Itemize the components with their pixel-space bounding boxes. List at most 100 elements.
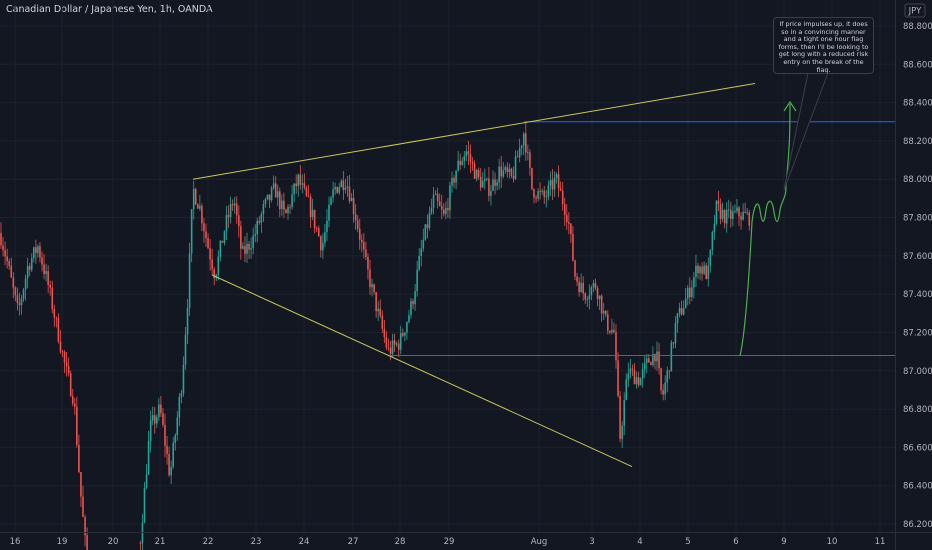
candle-body <box>158 404 160 417</box>
time-tick-label: 22 <box>203 537 214 547</box>
candle-body <box>637 377 640 386</box>
candle-body <box>209 248 211 260</box>
annotation-callout[interactable]: If price impulses up, it does so in a co… <box>773 17 874 74</box>
candle-body <box>527 152 529 154</box>
candle-body <box>494 179 496 186</box>
candle-body <box>545 196 548 198</box>
candle-body <box>71 396 74 404</box>
candle-body <box>320 236 322 251</box>
candle-body <box>356 220 359 229</box>
candle-body <box>37 246 39 254</box>
candle-body <box>141 522 144 544</box>
candle-body <box>373 284 375 293</box>
projection-line[interactable] <box>739 103 791 357</box>
candle-body <box>574 260 576 277</box>
candle-body <box>514 156 517 179</box>
candle-body <box>256 220 259 235</box>
candle-body <box>732 211 734 219</box>
candle-body <box>402 333 404 336</box>
candle-body <box>406 322 408 333</box>
candle-body <box>727 209 730 211</box>
candle-body <box>305 187 308 196</box>
time-axis[interactable]: 16 19 20 21 22 23 24 27 28 29 Aug 3 4 5 6 9 10 11 <box>0 532 932 548</box>
candle-body <box>205 231 207 239</box>
candle-body <box>143 487 146 523</box>
candle-body <box>533 189 535 198</box>
candle-body <box>22 289 25 299</box>
candle-body <box>432 194 435 208</box>
candle-body <box>691 287 693 298</box>
candle-body <box>387 347 390 349</box>
candle-body <box>492 179 494 191</box>
candle-body <box>139 543 142 544</box>
time-tick-label: 20 <box>108 537 119 547</box>
candle-body <box>352 198 355 214</box>
candle-body <box>635 377 638 385</box>
candle-body <box>264 198 267 205</box>
candle-body <box>61 351 64 353</box>
candle-body <box>332 189 334 198</box>
candle-body <box>67 366 70 374</box>
candle-body <box>164 424 166 446</box>
candle-body <box>260 214 263 223</box>
candle-body <box>473 163 476 179</box>
candle-body <box>504 167 507 171</box>
candle-body <box>76 406 78 445</box>
candle-body <box>535 197 537 199</box>
candle-body <box>330 197 332 205</box>
candle-body <box>41 257 43 265</box>
candle-body <box>240 226 242 249</box>
candle-body <box>57 318 60 342</box>
candle-body <box>147 441 150 475</box>
candle-body <box>33 247 35 259</box>
candle-body <box>516 156 519 158</box>
candle-body <box>592 283 595 288</box>
candle-body <box>621 425 623 439</box>
candle-body <box>176 417 179 436</box>
candle-body <box>695 265 697 277</box>
time-tick-label: 28 <box>395 537 406 547</box>
chart-title: Canadian Dollar / Japanese Yen, 1h, OAND… <box>6 4 213 15</box>
candle-body <box>178 397 181 418</box>
time-tick-label: Aug <box>531 537 548 547</box>
candle-body <box>26 266 29 279</box>
candle-body <box>475 170 478 179</box>
candle-body <box>588 295 591 300</box>
price-axis[interactable]: JPY 88.800 88.600 88.400 88.200 88.000 87.800 8… <box>895 0 932 550</box>
candle-body <box>166 445 168 455</box>
candle-body <box>689 287 691 298</box>
candle-body <box>172 442 174 467</box>
candle-body <box>346 186 349 188</box>
candle-body <box>344 187 347 190</box>
candle-body <box>78 444 80 473</box>
candle-body <box>686 287 689 299</box>
candle-body <box>660 368 662 391</box>
candle-body <box>408 315 410 323</box>
candle-body <box>49 285 51 288</box>
candle-body <box>447 207 449 211</box>
candle-body <box>219 240 222 257</box>
trendline-upper[interactable] <box>192 82 756 180</box>
candle-body <box>525 133 527 153</box>
candle-body <box>586 299 589 301</box>
candle-body <box>188 253 191 308</box>
candle-body <box>379 308 382 316</box>
candle-body <box>242 246 244 249</box>
candle-body <box>568 222 570 224</box>
candle-body <box>666 370 669 383</box>
candle-body <box>512 176 515 179</box>
candle-body <box>151 415 154 421</box>
candle-body <box>467 151 470 155</box>
candle-body <box>231 204 234 206</box>
candle-body <box>391 340 394 354</box>
currency-label: JPY <box>908 7 922 17</box>
candle-body <box>43 264 45 275</box>
price-tick-label: 88.000 <box>903 175 932 185</box>
candle-body <box>254 234 256 236</box>
candle-body <box>436 193 439 202</box>
currency-badge[interactable] <box>904 3 926 18</box>
time-tick-label: 4 <box>637 537 642 547</box>
candle-body <box>703 265 705 274</box>
trendline-lower[interactable] <box>211 274 633 467</box>
